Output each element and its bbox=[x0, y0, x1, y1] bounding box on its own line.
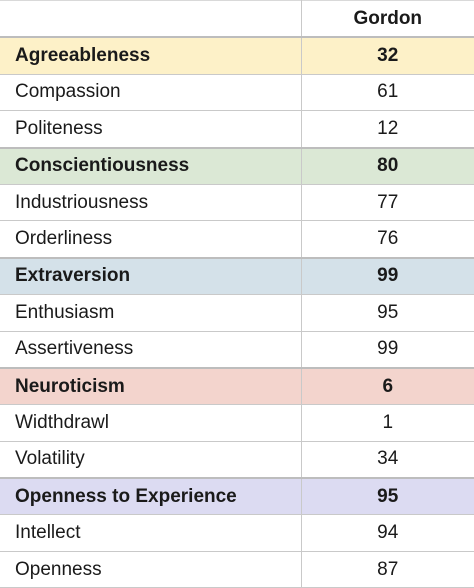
facet-name-cell[interactable]: Politeness bbox=[0, 110, 302, 149]
trait-score-cell[interactable]: 6 bbox=[301, 367, 474, 406]
facet-row: Industriousness 77 bbox=[0, 183, 474, 222]
trait-name-cell[interactable]: Extraversion bbox=[0, 257, 302, 296]
trait-score-cell[interactable]: 80 bbox=[301, 147, 474, 185]
facet-name-cell[interactable]: Enthusiasm bbox=[0, 294, 302, 332]
facet-row: Politeness 12 bbox=[0, 110, 474, 149]
facet-score-cell[interactable]: 94 bbox=[301, 514, 474, 552]
trait-row: Openness to Experience 95 bbox=[0, 477, 474, 516]
facet-row: Intellect 94 bbox=[0, 514, 474, 552]
trait-row: Conscientiousness 80 bbox=[0, 147, 474, 185]
trait-score-cell[interactable]: 95 bbox=[301, 477, 474, 516]
facet-score-cell[interactable]: 34 bbox=[301, 440, 474, 479]
header-row: Gordon bbox=[0, 0, 474, 38]
trait-row: Agreeableness 32 bbox=[0, 36, 474, 75]
facet-row: Volatility 34 bbox=[0, 440, 474, 479]
trait-score-cell[interactable]: 32 bbox=[301, 36, 474, 75]
facet-score-cell[interactable]: 1 bbox=[301, 404, 474, 442]
facet-name-cell[interactable]: Intellect bbox=[0, 514, 302, 552]
trait-name-cell[interactable]: Neuroticism bbox=[0, 367, 302, 406]
facet-score-cell[interactable]: 76 bbox=[301, 220, 474, 259]
facet-score-cell[interactable]: 12 bbox=[301, 110, 474, 149]
trait-row: Neuroticism 6 bbox=[0, 367, 474, 406]
trait-row: Extraversion 99 bbox=[0, 257, 474, 296]
facet-name-cell[interactable]: Assertiveness bbox=[0, 330, 302, 369]
facet-score-cell[interactable]: 95 bbox=[301, 294, 474, 332]
column-header-gordon[interactable]: Gordon bbox=[300, 0, 474, 38]
facet-row: Widthdrawl 1 bbox=[0, 404, 474, 442]
facet-score-cell[interactable]: 77 bbox=[301, 183, 474, 222]
facet-name-cell[interactable]: Orderliness bbox=[0, 220, 302, 259]
facet-row: Assertiveness 99 bbox=[0, 330, 474, 369]
facet-row: Compassion 61 bbox=[0, 73, 474, 112]
facet-name-cell[interactable]: Openness bbox=[0, 550, 302, 588]
facet-score-cell[interactable]: 61 bbox=[301, 73, 474, 112]
facet-row: Openness 87 bbox=[0, 550, 474, 588]
trait-name-cell[interactable]: Openness to Experience bbox=[0, 477, 302, 516]
facet-name-cell[interactable]: Compassion bbox=[0, 73, 302, 112]
facet-score-cell[interactable]: 99 bbox=[301, 330, 474, 369]
trait-name-cell[interactable]: Conscientiousness bbox=[0, 147, 302, 185]
facet-name-cell[interactable]: Industriousness bbox=[0, 183, 302, 222]
facet-name-cell[interactable]: Widthdrawl bbox=[0, 404, 302, 442]
trait-name-cell[interactable]: Agreeableness bbox=[0, 36, 302, 75]
facet-name-cell[interactable]: Volatility bbox=[0, 440, 302, 479]
corner-cell[interactable] bbox=[0, 0, 302, 38]
facet-score-cell[interactable]: 87 bbox=[301, 550, 474, 588]
facet-row: Orderliness 76 bbox=[0, 220, 474, 259]
facet-row: Enthusiasm 95 bbox=[0, 294, 474, 332]
trait-score-cell[interactable]: 99 bbox=[301, 257, 474, 296]
